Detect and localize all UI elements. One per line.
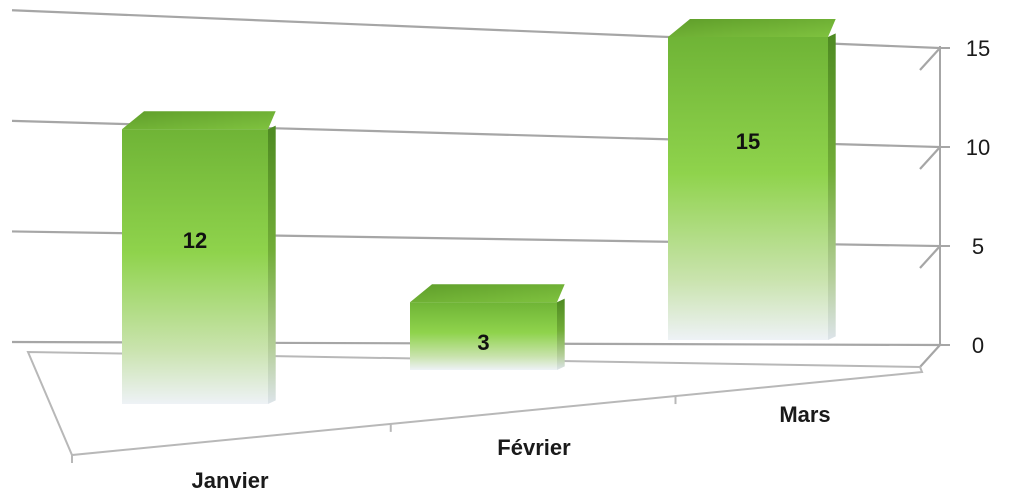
axes [26,46,950,463]
data-label-février: 3 [477,330,489,355]
bar-top [122,111,276,130]
y-tick-label-10: 10 [966,135,990,160]
bar-mars [668,19,836,341]
bar-janvier [122,111,276,404]
bar-front [122,129,268,404]
bar-top [410,284,565,303]
bar-front [410,302,557,370]
x-tick-label-février: Février [497,435,571,460]
y-tick-label-0: 0 [972,333,984,358]
bar-side [557,298,565,370]
data-label-mars: 15 [736,129,760,154]
data-label-janvier: 12 [183,228,207,253]
y-tick-label-15: 15 [966,36,990,61]
y-tick-label-5: 5 [972,234,984,259]
bar-front [668,37,828,340]
x-tick-label-mars: Mars [779,402,830,427]
x-tick-label-janvier: Janvier [191,468,268,493]
floor [26,350,924,457]
labels: 0 5 10 15 12 Janvier 3 Février 15 Mars [183,36,990,493]
bar-février [410,284,565,370]
bar-side [268,125,276,404]
bar-side [828,33,836,341]
bars [122,19,836,404]
bar-top [668,19,836,37]
